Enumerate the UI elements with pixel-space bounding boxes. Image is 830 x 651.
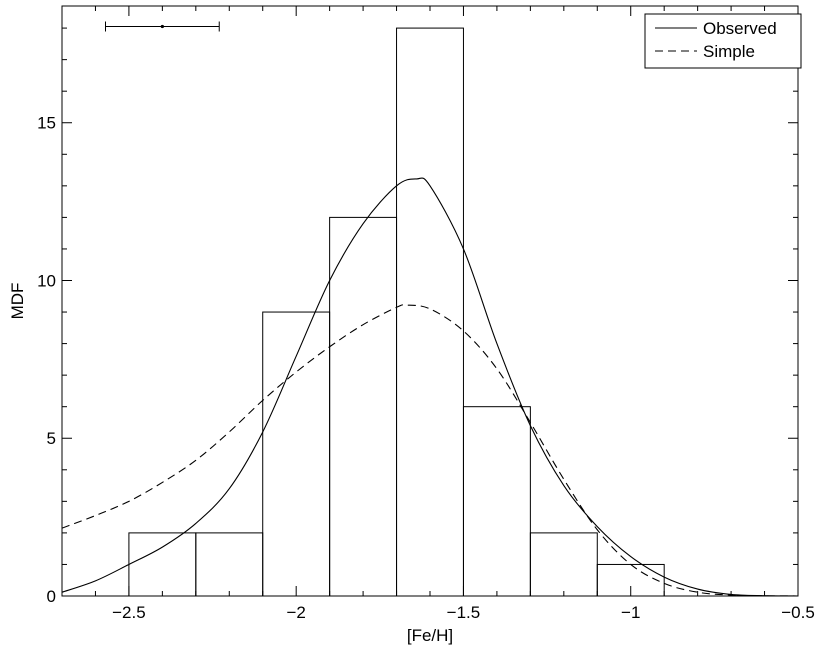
model-curves bbox=[62, 177, 798, 596]
legend-box bbox=[644, 13, 802, 69]
x-tick-label: −2 bbox=[286, 603, 305, 622]
histogram-bar-4 bbox=[396, 27, 464, 597]
y-tick-label: 10 bbox=[37, 271, 56, 290]
legend-label-observed: Observed bbox=[703, 19, 777, 38]
error-bar-point bbox=[160, 24, 164, 29]
legend-label-simple: Simple bbox=[703, 42, 755, 61]
x-axis-title: [Fe/H] bbox=[407, 626, 453, 645]
histogram-bar-6 bbox=[529, 532, 598, 597]
series-line-observed bbox=[62, 177, 798, 596]
y-tick-label: 5 bbox=[47, 429, 56, 448]
x-tick-label: −2.5 bbox=[112, 603, 146, 622]
histogram-bar-0 bbox=[128, 532, 197, 597]
axis-ticks bbox=[61, 6, 799, 597]
histogram-bar-5 bbox=[462, 406, 531, 597]
axis-tick-labels: −2.5 −2 −1.5 −1 −0.5 0 5 10 15 bbox=[37, 114, 815, 622]
legend: Observed Simple bbox=[644, 13, 802, 69]
y-axis-title: MDF bbox=[8, 283, 27, 320]
x-tick-label: −1 bbox=[621, 603, 640, 622]
y-tick-label: 0 bbox=[47, 587, 56, 606]
series-line-simple bbox=[62, 304, 798, 596]
x-tick-label: −0.5 bbox=[781, 603, 815, 622]
y-tick-label: 15 bbox=[37, 114, 56, 133]
error-bar bbox=[104, 21, 220, 32]
histogram-bar-1 bbox=[195, 532, 264, 597]
plot-frame bbox=[61, 5, 799, 597]
histogram-bar-3 bbox=[329, 216, 398, 597]
x-tick-label: −1.5 bbox=[447, 603, 481, 622]
